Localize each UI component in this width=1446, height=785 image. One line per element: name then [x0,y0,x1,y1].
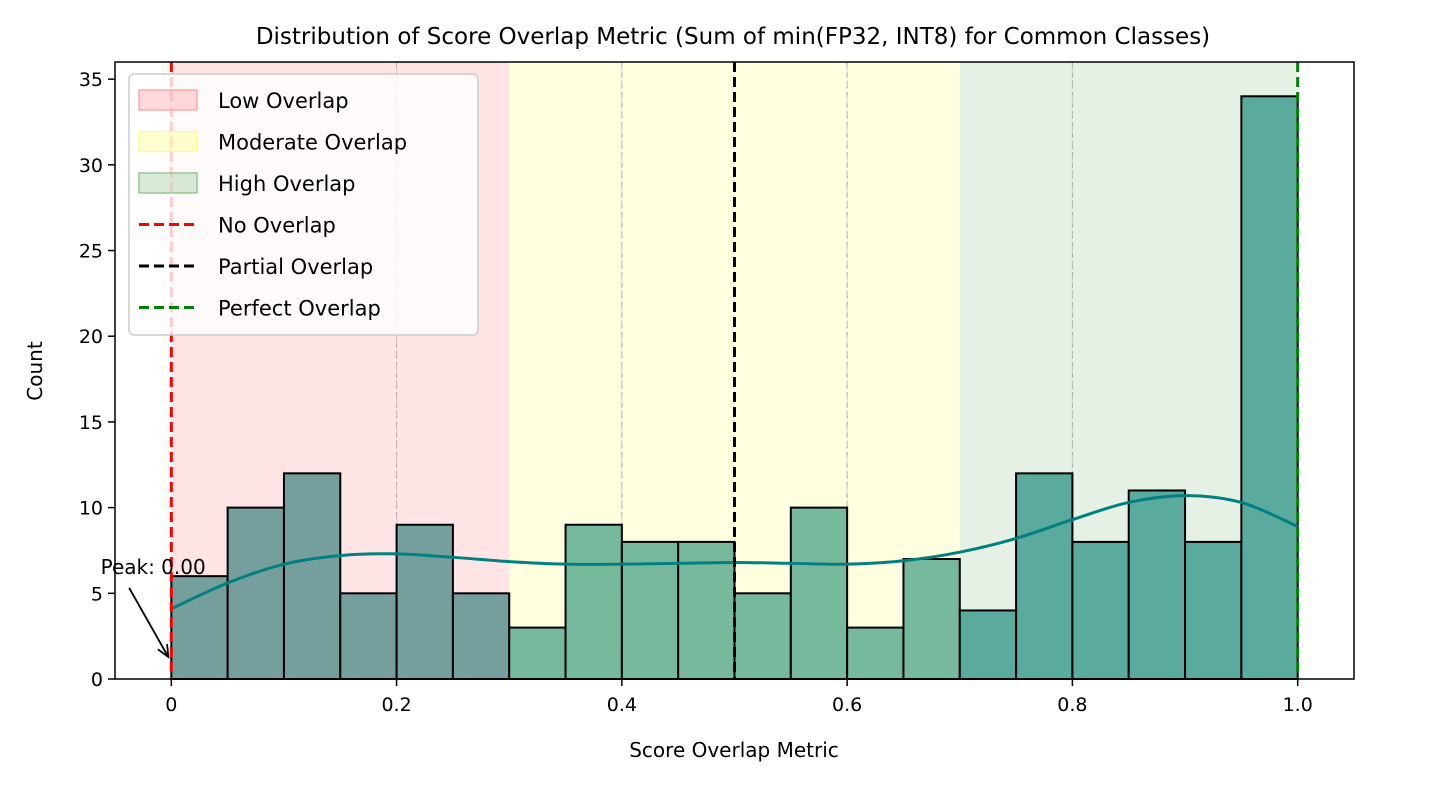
legend-swatch-high-overlap [138,172,198,194]
histogram-bar [170,575,229,681]
legend-label-moderate-overlap: Moderate Overlap [218,131,407,155]
histogram-bar [1015,472,1074,681]
histogram-bar [1071,540,1130,681]
x-axis-label: Score Overlap Metric [629,738,839,762]
x-tick-label: 0 [165,694,177,716]
legend-swatch-moderate-overlap [138,130,198,153]
histogram-bar [958,609,1018,681]
histogram-bar [564,523,623,680]
histogram-bar [1184,540,1243,681]
legend-box [128,73,479,336]
y-tick-label: 10 [79,498,103,520]
histogram-bar [1127,489,1187,680]
legend-swatch-low-overlap [138,89,198,111]
x-tick-label: 0.6 [832,694,862,716]
legend-label-low-overlap: Low Overlap [218,89,349,113]
histogram-bar [846,626,905,680]
y-tick-label: 35 [79,69,103,91]
peak-annotation-arrow [128,587,170,658]
histogram-bar [226,506,285,680]
reference-lines [169,62,1300,679]
histogram-bar [1240,95,1299,681]
x-axis-ticks: 0 0.2 0.4 0.6 0.8 1.0 [165,679,1313,716]
peak-annotation-text: Peak: 0.00 [101,555,206,579]
y-tick-label: 30 [79,155,103,177]
x-tick-label: 0.4 [607,694,637,716]
y-axis-ticks: 0 5 10 15 20 25 30 35 [79,69,115,691]
y-axis-label: Count [23,341,47,401]
peak-annotation-arrowhead [157,643,170,659]
y-tick-label: 5 [91,583,103,605]
x-tick-label: 0.8 [1057,694,1087,716]
y-tick-label: 0 [91,669,103,691]
y-tick-label: 25 [79,241,103,263]
histogram-bar [451,592,511,680]
histogram-bar [395,523,454,680]
histogram-bar [733,592,792,680]
y-tick-label: 20 [79,326,103,348]
legend-label-perfect-overlap: Perfect Overlap [218,297,381,321]
histogram-bar [339,592,398,680]
chart-title: Distribution of Score Overlap Metric (Su… [256,24,1210,50]
histogram-bar [282,472,342,681]
legend-label-no-overlap: No Overlap [218,214,336,238]
peak-annotation: Peak: 0.00 [101,555,206,659]
plot-frame [114,61,1355,680]
legend-label-high-overlap: High Overlap [218,172,355,196]
x-tick-label: 1.0 [1283,694,1313,716]
x-tick-label: 0.2 [381,694,411,716]
legend: Low Overlap Moderate Overlap High Overlap N… [128,73,479,336]
legend-label-partial-overlap: Partial Overlap [218,255,373,279]
histogram-bar [508,626,567,680]
histogram-bar [789,506,849,680]
histogram-bar [902,558,961,680]
y-tick-label: 15 [79,412,103,434]
